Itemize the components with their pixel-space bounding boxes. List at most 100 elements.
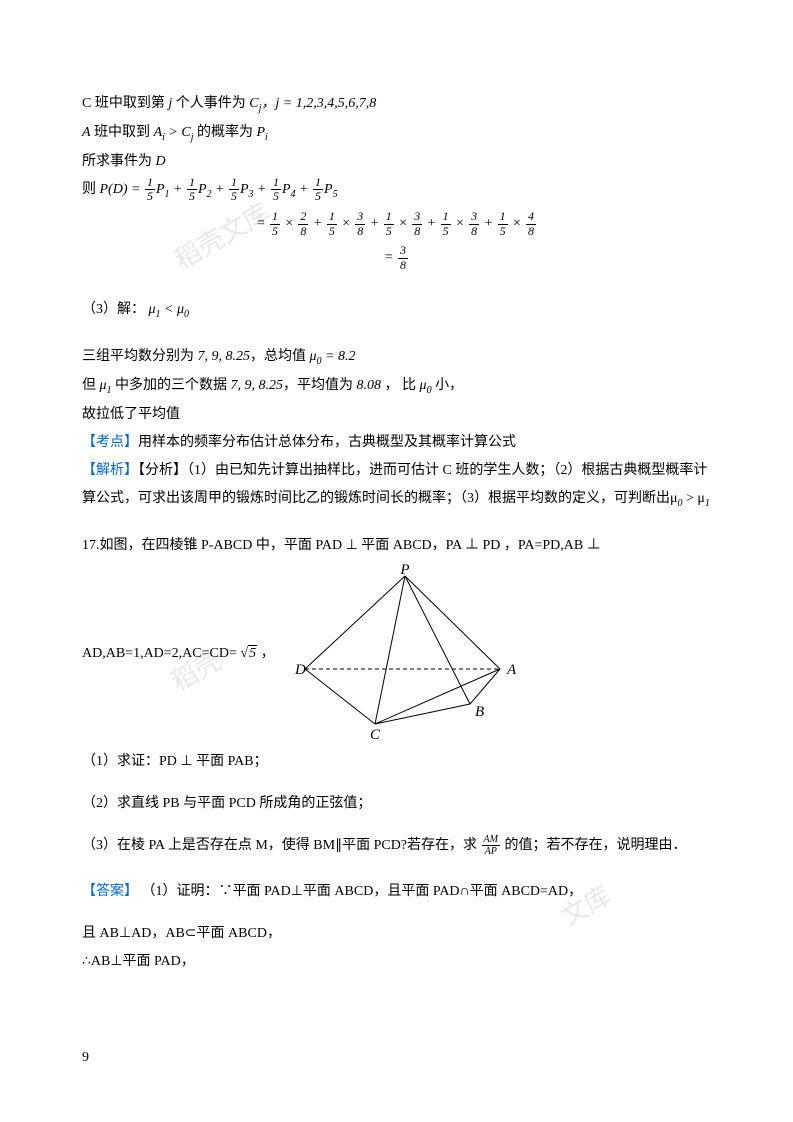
pd-eq: P(D) = <box>100 182 144 197</box>
svg-text:C: C <box>370 727 381 743</box>
text-line: 所求事件为 D <box>82 148 711 176</box>
frac: 15 <box>187 176 197 203</box>
answer-line-3: ∴AB⊥平面 PAD， <box>82 948 711 976</box>
frac: 28 <box>298 210 308 237</box>
text: AD,AB=1,AD=2,AC=CD= <box>82 646 240 661</box>
jiexi-line-2: 算公式，可求出该周甲的锻炼时间比乙的锻炼时间长的概率；（3）根据平均数的定义，可… <box>82 485 711 514</box>
frac: 38 <box>398 244 408 271</box>
spacer <box>82 860 711 878</box>
sub-i: i <box>265 132 268 143</box>
frac: 15 <box>327 210 337 237</box>
kaodian-label: 【考点】 <box>82 435 138 450</box>
sqrt-5: 5 <box>240 640 257 668</box>
frac: 15 <box>145 176 155 203</box>
svg-text:P: P <box>399 564 409 578</box>
op: × <box>395 216 411 231</box>
page-content: C 班中取到第 j 个人事件为 Cj，j = 1,2,3,4,5,6,7,8 A… <box>82 90 711 976</box>
p: P <box>156 182 165 197</box>
spacer <box>82 514 711 532</box>
spacer <box>82 278 711 296</box>
svg-text:B: B <box>475 704 484 720</box>
avg-line-1: 三组平均数分别为 7, 9, 8.25，总均值 μ0 = 8.2 <box>82 343 711 372</box>
op: + <box>309 216 325 231</box>
text: A <box>82 125 91 140</box>
op: + <box>254 182 270 197</box>
equation-line-3: = 38 <box>82 244 711 272</box>
q17-sub-3: （3）在棱 PA 上是否存在点 M，使得 BM∥平面 PCD?若存在，求 AMA… <box>82 832 711 860</box>
frac: 15 <box>384 210 394 237</box>
val: 8.08 <box>357 378 382 393</box>
frac: 48 <box>526 210 536 237</box>
var-A: A <box>154 125 163 140</box>
text: 所求事件为 <box>82 154 156 169</box>
text: > C <box>165 125 191 140</box>
equation-line-1: 则 P(D) = 15P1 + 15P2 + 15P3 + 15P4 + 15P… <box>82 176 711 205</box>
text: 班中取到 <box>91 125 154 140</box>
p: P <box>324 182 333 197</box>
frac: 15 <box>271 176 281 203</box>
frac: 15 <box>498 210 508 237</box>
svg-text:D: D <box>294 662 306 678</box>
answer-line-2: 且 AB⊥AD，AB⊂平面 ABCD， <box>82 920 711 948</box>
text: 的概率为 <box>193 125 256 140</box>
section-3: （3）解： μ1 < μ0 <box>82 296 711 325</box>
var-C: C <box>249 96 258 111</box>
frac: 15 <box>441 210 451 237</box>
kaodian-text: 用样本的频率分布估计总体分布，古典概型及其概率计算公式 <box>138 435 516 450</box>
mu: μ <box>310 349 317 364</box>
eq: = 8.2 <box>322 349 356 364</box>
var-P: P <box>256 125 265 140</box>
p: P <box>198 182 207 197</box>
frac: 15 <box>313 176 323 203</box>
op: + <box>423 216 439 231</box>
frac: 38 <box>355 210 365 237</box>
frac: 15 <box>229 176 239 203</box>
text: ，j = 1,2,3,4,5,6,7,8 <box>261 96 376 111</box>
pyramid-figure: P D A B C <box>275 564 535 744</box>
text: ， <box>257 646 275 661</box>
vals: 7, 9, 8.25 <box>198 349 251 364</box>
q17-text-left: AD,AB=1,AD=2,AC=CD= 5 ， <box>82 640 275 668</box>
equation-line-2: = 15 × 28 + 15 × 38 + 15 × 38 + 15 × 38 … <box>82 210 711 238</box>
answer-line-1: 【答案】 （1）证明：∵平面 PAD⊥平面 ABCD，且平面 PAD∩平面 AB… <box>82 878 711 906</box>
frac: 38 <box>469 210 479 237</box>
q17-sub-1: （1）求证：PD ⊥ 平面 PAB； <box>82 748 711 776</box>
text: ， 比 <box>381 378 420 393</box>
p: P <box>240 182 249 197</box>
frac: 38 <box>412 210 422 237</box>
avg-line-3: 故拉低了平均值 <box>82 401 711 429</box>
q17-figure-row: AD,AB=1,AD=2,AC=CD= 5 ， P D A B C <box>82 564 711 744</box>
eq: = <box>384 250 397 265</box>
page-number: 9 <box>82 1044 89 1072</box>
op: × <box>281 216 297 231</box>
q17-line-1: 17.如图，在四棱锥 P-ABCD 中，平面 PAD ⊥ 平面 ABCD，PA … <box>82 532 711 560</box>
answer-label: 【答案】 <box>82 884 138 899</box>
jiexi-text: 算公式，可求出该周甲的锻炼时间比乙的锻炼时间长的概率；（3）根据平均数的定义，可… <box>82 491 678 506</box>
op: × <box>338 216 354 231</box>
lt: < μ <box>161 302 184 317</box>
s: 5 <box>333 188 338 199</box>
op: × <box>509 216 525 231</box>
jiexi-text: 【分析】（1）由已知先计算出抽样比，进而可估计 C 班的学生人数；（2）根据古典… <box>138 463 707 478</box>
text-line: C 班中取到第 j 个人事件为 Cj，j = 1,2,3,4,5,6,7,8 <box>82 90 711 119</box>
text: 三组平均数分别为 <box>82 349 198 364</box>
spacer <box>82 776 711 790</box>
q17-sub-2: （2）求直线 PB 与平面 PCD 所成角的正弦值； <box>82 790 711 818</box>
op: + <box>296 182 312 197</box>
s: 0 <box>184 309 189 320</box>
eq: = <box>256 216 269 231</box>
gt: > μ <box>683 491 705 506</box>
op: × <box>452 216 468 231</box>
p: P <box>282 182 291 197</box>
jiexi-line-1: 【解析】【分析】（1）由已知先计算出抽样比，进而可估计 C 班的学生人数；（2）… <box>82 457 711 485</box>
avg-line-2: 但 μ1 中多加的三个数据 7, 9, 8.25，平均值为 8.08 ， 比 μ… <box>82 372 711 401</box>
jiexi-label: 【解析】 <box>82 463 138 478</box>
text: （3）在棱 PA 上是否存在点 M，使得 BM∥平面 PCD?若存在，求 <box>82 838 481 853</box>
svg-text:A: A <box>506 662 517 678</box>
mu: μ <box>420 378 427 393</box>
text: ，总均值 <box>250 349 310 364</box>
spacer <box>82 325 711 343</box>
spacer <box>82 818 711 832</box>
s: 1 <box>705 498 710 509</box>
vals: 7, 9, 8.25 <box>231 378 284 393</box>
